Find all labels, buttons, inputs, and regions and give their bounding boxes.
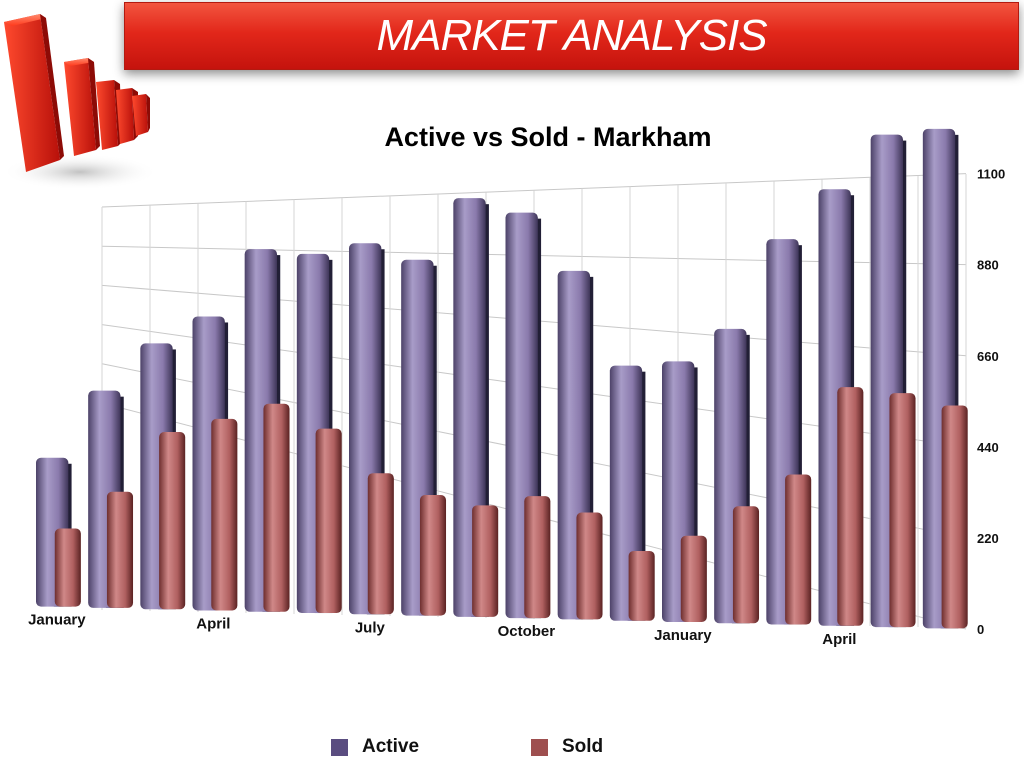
bar-sold — [106, 491, 134, 608]
x-category-label: October — [498, 623, 556, 640]
x-category-label: January — [654, 627, 712, 644]
y-tick-label: 220 — [977, 531, 999, 546]
bar-sold — [211, 418, 238, 611]
bar-sold — [159, 432, 186, 610]
bar-sold — [732, 506, 760, 624]
banner-title: MARKET ANALYSIS — [376, 11, 767, 60]
y-tick-label: 1100 — [977, 167, 1005, 182]
legend-swatch-sold — [531, 738, 548, 756]
bar-sold — [889, 393, 916, 628]
x-category-label: April — [822, 631, 856, 648]
chart-title: Active vs Sold - Markham — [384, 122, 712, 152]
y-tick-label: 440 — [977, 440, 999, 455]
bar-sold — [419, 495, 447, 616]
bar-sold — [367, 473, 394, 615]
legend-item-sold: Sold — [531, 736, 603, 758]
legend-label-sold: Sold — [562, 736, 604, 757]
legend-item-active: Active — [331, 736, 419, 758]
bar-sold — [524, 496, 551, 619]
gridline — [101, 173, 967, 208]
legend-swatch-active — [331, 738, 348, 756]
x-category-label: April — [196, 615, 230, 632]
y-tick-label: 0 — [977, 622, 984, 637]
y-tick-label: 880 — [977, 258, 999, 273]
bar-sold — [576, 512, 603, 620]
legend: Active Sold — [0, 736, 1024, 766]
bar-sold — [628, 550, 655, 621]
bar-sold — [472, 505, 499, 617]
bar-sold — [941, 405, 968, 629]
title-banner: MARKET ANALYSIS — [124, 2, 1019, 70]
bar-sold — [315, 428, 342, 614]
legend-label-active: Active — [362, 736, 420, 757]
y-tick-label: 660 — [977, 349, 999, 364]
bar-sold — [680, 535, 707, 622]
x-category-label: July — [355, 619, 386, 636]
bar-sold — [837, 387, 864, 626]
bar-sold — [785, 474, 812, 625]
labels-layer: 0 220 440 660 880 1100 January April July October… — [28, 167, 1005, 648]
x-category-label: January — [28, 612, 86, 629]
bar-chart-logo-icon — [2, 14, 158, 190]
bar-sold — [54, 528, 81, 607]
bar-sold — [263, 403, 290, 612]
bars-layer — [36, 128, 968, 629]
